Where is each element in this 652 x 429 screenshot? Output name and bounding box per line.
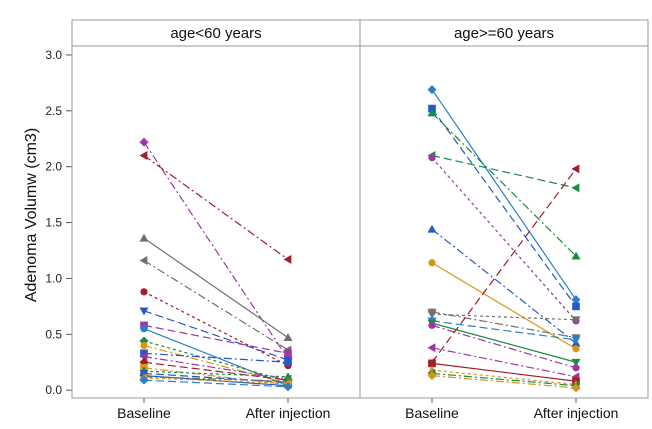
x-category-label: After injection bbox=[534, 405, 619, 421]
y-tick-label: 2.0 bbox=[45, 160, 62, 174]
y-axis-label: Adenoma Volumw (cm3) bbox=[23, 128, 40, 302]
y-tick-label: 1.5 bbox=[45, 216, 62, 230]
data-point bbox=[140, 325, 147, 332]
data-point bbox=[140, 288, 147, 295]
data-point bbox=[572, 364, 579, 371]
x-category-label: Baseline bbox=[405, 405, 459, 421]
y-tick-label: 0.0 bbox=[45, 383, 62, 397]
panel-title: age<60 years bbox=[170, 25, 261, 42]
data-point bbox=[284, 358, 292, 366]
data-point bbox=[428, 259, 435, 266]
x-category-label: After injection bbox=[246, 405, 331, 421]
data-point bbox=[284, 349, 292, 357]
data-point bbox=[428, 154, 435, 161]
data-point bbox=[428, 322, 435, 329]
data-point bbox=[572, 345, 579, 352]
data-point bbox=[140, 342, 147, 349]
x-category-label: Baseline bbox=[117, 405, 171, 421]
y-tick-label: 1.0 bbox=[45, 271, 62, 285]
y-tick-label: 0.5 bbox=[45, 327, 62, 341]
data-point bbox=[572, 303, 580, 311]
y-tick-label: 2.5 bbox=[45, 104, 62, 118]
panel-title: age>=60 years bbox=[454, 25, 554, 42]
y-tick-label: 3.0 bbox=[45, 48, 62, 62]
